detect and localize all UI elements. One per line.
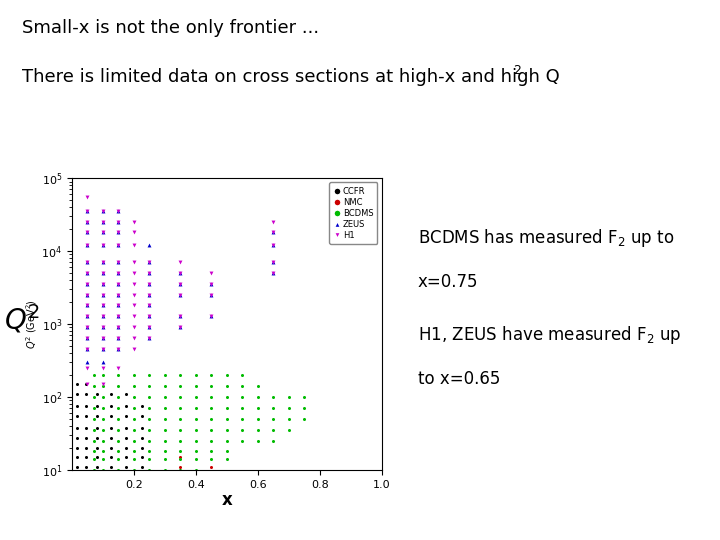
Legend: CCFR, NMC, BCDMS, ZEUS, H1: CCFR, NMC, BCDMS, ZEUS, H1 <box>329 183 377 244</box>
Text: x=0.75: x=0.75 <box>418 273 478 291</box>
Text: BCDMS has measured F$_2$ up to: BCDMS has measured F$_2$ up to <box>418 227 674 249</box>
Text: $\mathit{Q}^2$: $\mathit{Q}^2$ <box>4 302 40 335</box>
Text: There is limited data on cross sections at high-x and high Q: There is limited data on cross sections … <box>22 68 559 85</box>
Text: 2: 2 <box>513 64 521 77</box>
Text: Small-x is not the only frontier ...: Small-x is not the only frontier ... <box>22 19 319 37</box>
Text: to x=0.65: to x=0.65 <box>418 370 500 388</box>
X-axis label: x: x <box>222 491 232 509</box>
Y-axis label: $Q^2$ (GeV$^2$): $Q^2$ (GeV$^2$) <box>24 299 39 349</box>
Text: H1, ZEUS have measured F$_2$ up: H1, ZEUS have measured F$_2$ up <box>418 324 681 346</box>
